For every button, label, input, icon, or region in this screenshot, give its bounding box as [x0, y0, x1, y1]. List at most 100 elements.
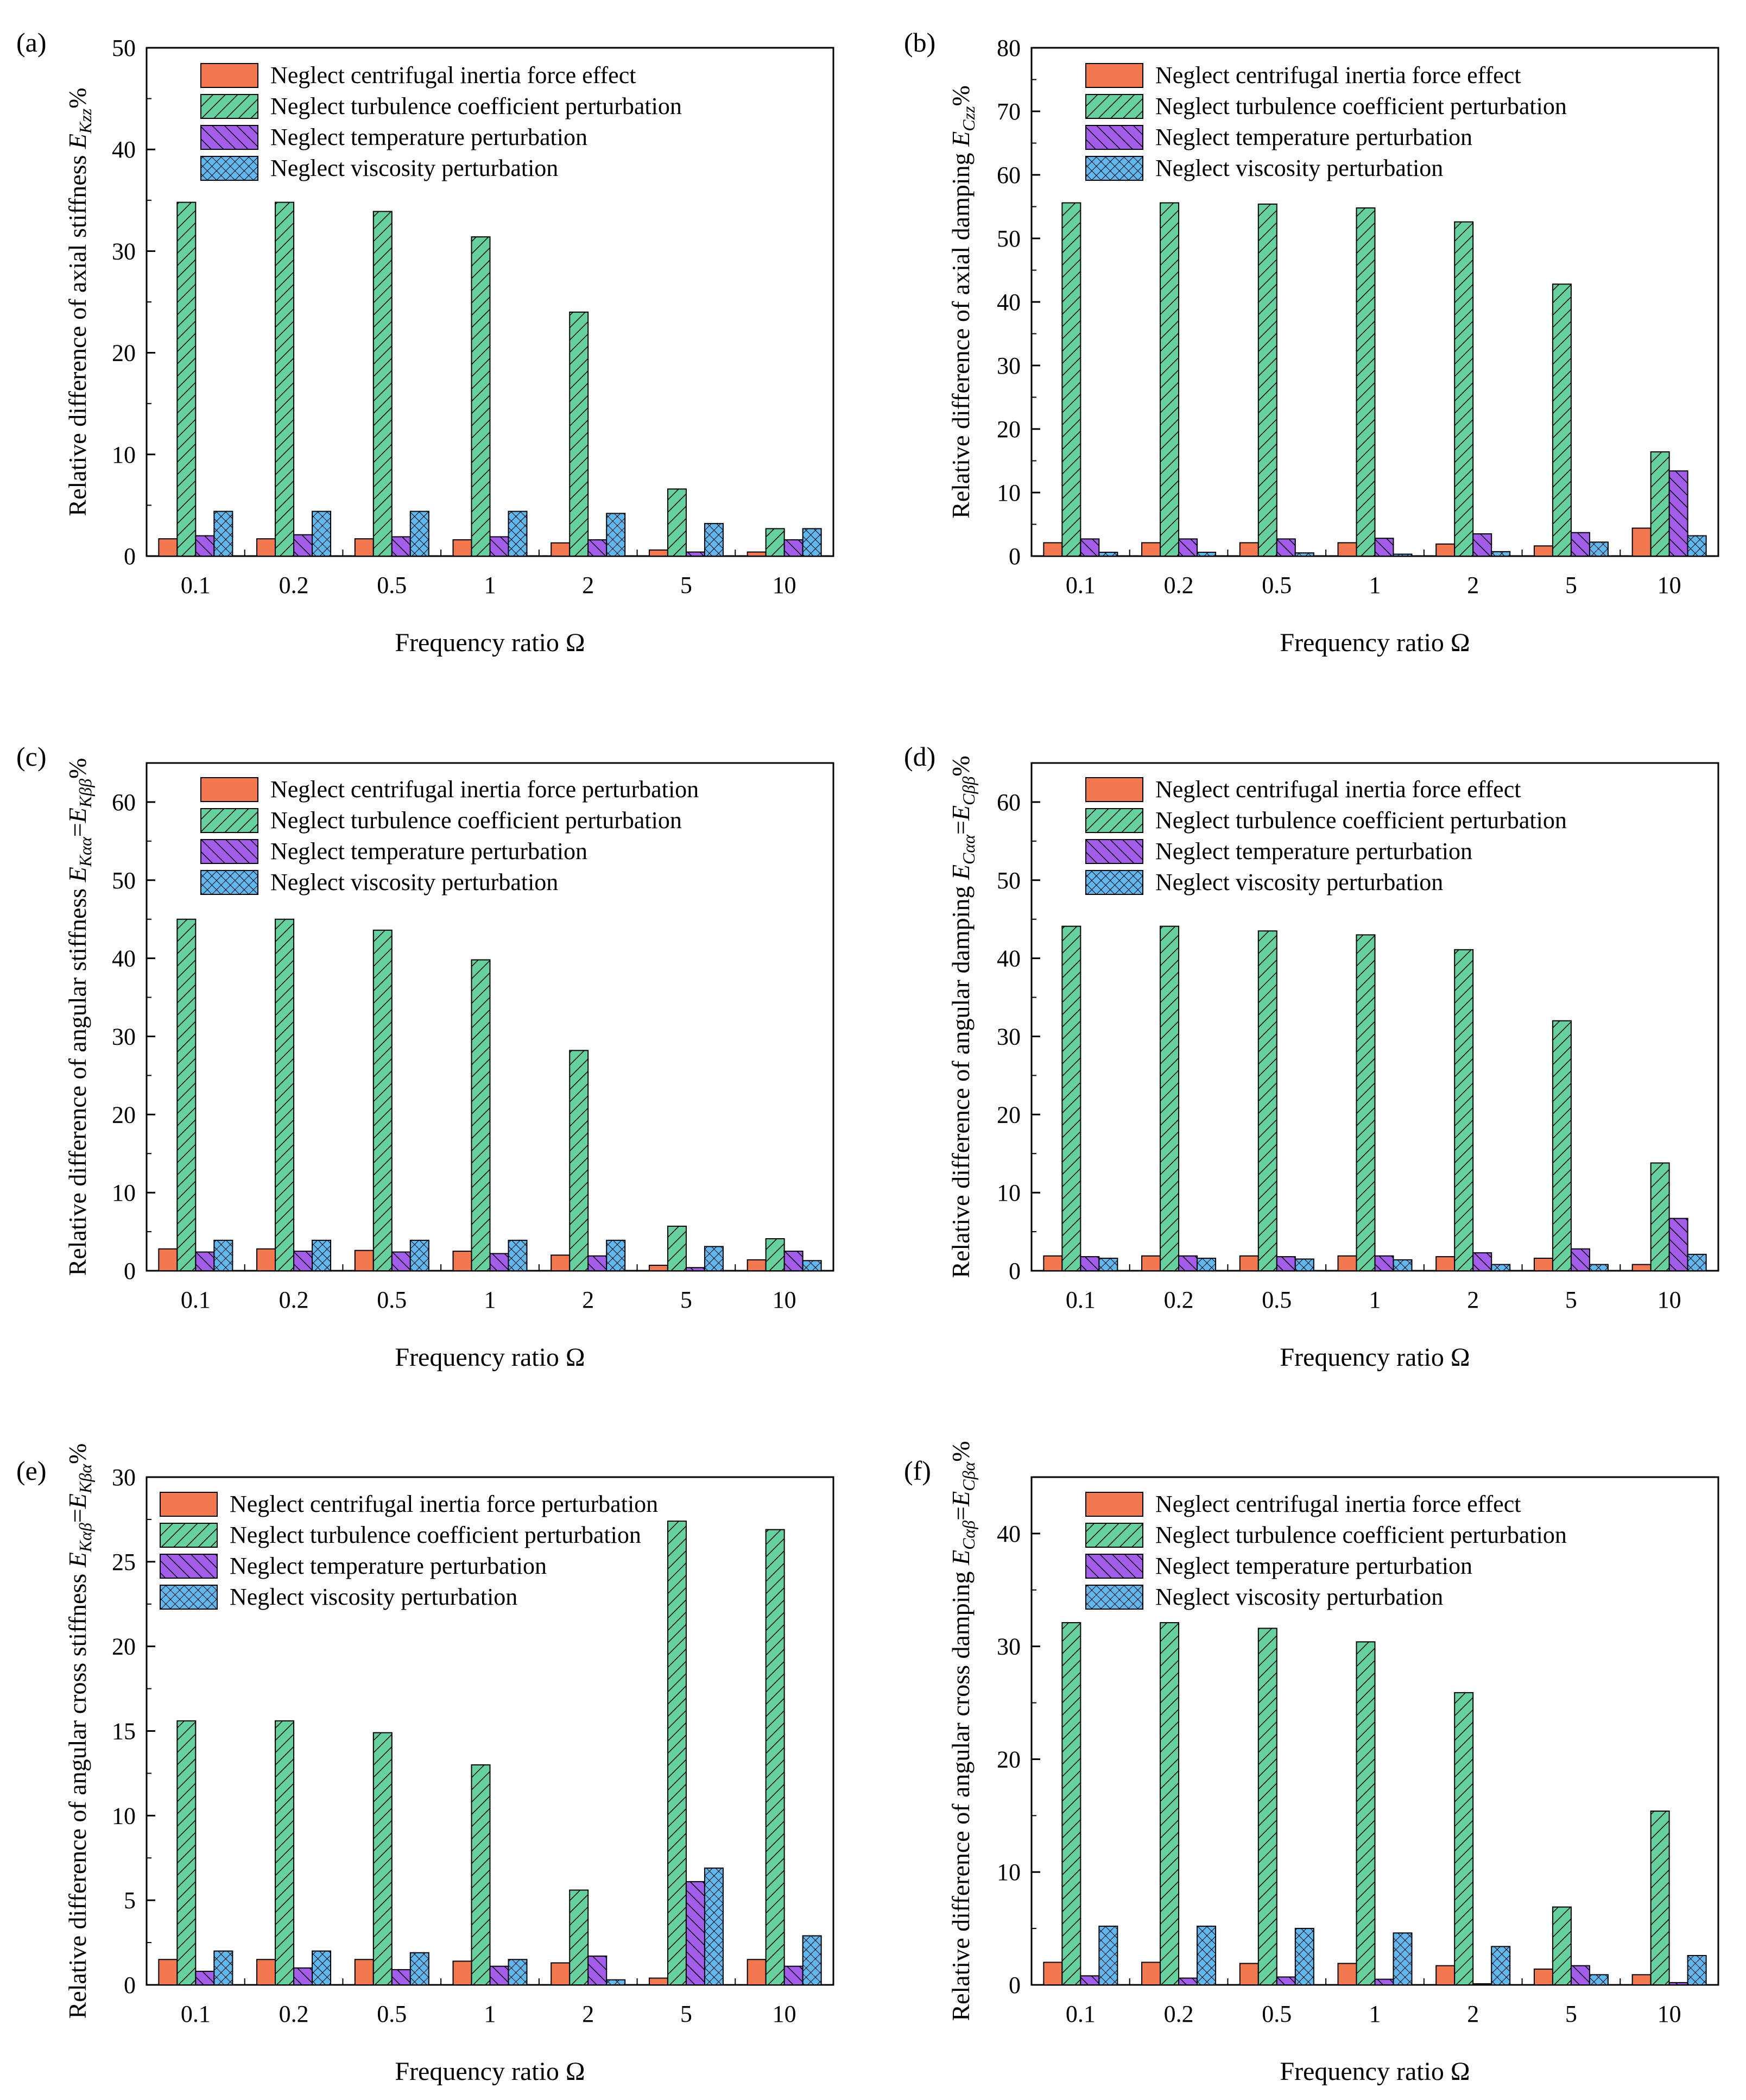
bar-series-3	[1276, 1256, 1296, 1271]
x-tick-label: 5	[1565, 1287, 1577, 1313]
bar-series-2	[1160, 1622, 1180, 1986]
legend-label-1: Neglect centrifugal inertia force pertur…	[270, 776, 699, 803]
bar-series-4	[312, 510, 332, 557]
bar-series-1	[1141, 1962, 1161, 1985]
bar-series-2	[1454, 949, 1474, 1272]
bar-series-1	[551, 1962, 571, 1986]
bar-series-1	[1337, 1255, 1357, 1271]
bar-series-2	[1454, 221, 1474, 557]
bar-series-1	[1239, 542, 1259, 557]
bar-series-4	[213, 510, 233, 557]
bar-series-1	[354, 538, 374, 557]
bar-series-2	[1650, 451, 1670, 557]
bar-series-3	[1472, 533, 1492, 557]
legend-swatch-2	[1085, 808, 1143, 833]
bar-series-3	[1080, 538, 1100, 557]
bar-series-1	[158, 538, 178, 557]
bar-series-4	[1491, 1264, 1511, 1271]
legend-label-3: Neglect temperature perturbation	[270, 124, 587, 150]
bar-series-4	[802, 1935, 822, 1986]
legend-label-4: Neglect viscosity perturbation	[270, 869, 558, 896]
y-tick-label: 10	[112, 442, 136, 468]
bar-series-2	[275, 1720, 295, 1986]
bar-series-1	[747, 551, 767, 557]
legend-swatch-4	[160, 1585, 218, 1610]
legend-label-2: Neglect turbulence coefficient perturbat…	[1155, 93, 1567, 119]
bar-series-3	[685, 1267, 705, 1271]
bar-series-4	[312, 1950, 332, 1986]
bar-series-4	[1197, 1257, 1217, 1272]
x-tick-label: 5	[680, 2001, 692, 2027]
bar-series-3	[391, 536, 411, 557]
bar-series-4	[704, 1867, 724, 1985]
bar-series-3	[489, 1253, 509, 1271]
bar-series-4	[1491, 551, 1511, 557]
bar-series-4	[312, 1239, 332, 1271]
x-tick-label: 0.1	[181, 1287, 211, 1313]
x-tick-label: 10	[1658, 1287, 1681, 1313]
legend-swatch-2	[200, 94, 258, 119]
x-tick-label: 0.2	[1164, 572, 1194, 598]
bar-series-2	[569, 311, 589, 557]
bar-series-3	[1668, 1982, 1688, 1986]
bar-series-4	[1687, 1954, 1707, 1986]
y-tick-label: 50	[997, 225, 1021, 252]
bar-series-3	[1472, 1252, 1492, 1271]
x-tick-label: 0.2	[279, 2001, 309, 2027]
x-axis-title: Frequency ratio Ω	[1280, 2057, 1470, 2086]
x-tick-label: 0.1	[1066, 572, 1096, 598]
y-tick-label: 10	[112, 1180, 136, 1206]
y-tick-label: 10	[997, 1180, 1021, 1206]
panel-a: 0 10 20 30 40 50 0.1 0.2 0.5 1 2 5 10 (a) Frequency ra…	[16, 27, 834, 657]
bar-series-1	[256, 1959, 276, 1985]
x-tick-label: 0.1	[1066, 1287, 1096, 1313]
bar-series-3	[391, 1969, 411, 1985]
bar-series-1	[1337, 542, 1357, 557]
y-tick-label: 20	[997, 1746, 1021, 1773]
legend-swatch-3	[1085, 1554, 1143, 1579]
bar-series-1	[1043, 1255, 1063, 1271]
legend-swatch-3	[200, 125, 258, 150]
y-tick-label: 20	[112, 340, 136, 367]
x-tick-label: 1	[1369, 2001, 1381, 2027]
x-tick-label: 0.5	[377, 1287, 407, 1313]
bar-series-4	[704, 523, 724, 557]
y-tick-label: 25	[112, 1549, 136, 1575]
bar-series-4	[508, 1959, 528, 1985]
bar-series-3	[489, 536, 509, 557]
legend-swatch-4	[200, 156, 258, 181]
bar-series-2	[1454, 1692, 1474, 1985]
bar-series-1	[1435, 543, 1456, 557]
legend-label-1: Neglect centrifugal inertia force pertur…	[230, 1491, 658, 1517]
panel-b: 0 10 20 30 40 50 60 70 80 0.1 0.2 0.5 1 2 5 10 (b) Freque…	[904, 27, 1719, 657]
bar-series-2	[667, 1521, 687, 1986]
bar-series-3	[1178, 538, 1198, 557]
y-axis-title: Relative difference of axial stiffness E…	[64, 87, 95, 516]
y-tick-label: 50	[112, 867, 136, 894]
legend-label-4: Neglect viscosity perturbation	[1155, 869, 1443, 896]
x-tick-label: 1	[484, 572, 496, 598]
y-tick-label: 30	[997, 1023, 1021, 1050]
bar-series-3	[1178, 1977, 1198, 1986]
y-tick-label: 30	[997, 1634, 1021, 1660]
bar-series-4	[1393, 1259, 1413, 1272]
legend-swatch-1	[200, 63, 258, 88]
bar-series-4	[213, 1950, 233, 1986]
y-tick-label: 40	[997, 1521, 1021, 1547]
bar-series-4	[1098, 551, 1118, 557]
y-tick-label: 60	[997, 162, 1021, 188]
legend-swatch-4	[1085, 156, 1143, 181]
bar-series-2	[1257, 930, 1277, 1272]
bar-series-4	[213, 1239, 233, 1271]
bar-series-3	[1276, 1976, 1296, 1986]
y-tick-label: 60	[997, 789, 1021, 816]
panel-d: 0 10 20 30 40 50 60 0.1 0.2 0.5 1 2 5 10 (d) Frequency …	[904, 741, 1719, 1372]
bar-series-3	[1374, 538, 1394, 557]
y-tick-label: 0	[124, 1258, 136, 1284]
legend-swatch-4	[1085, 1585, 1143, 1610]
x-tick-label: 2	[582, 2001, 594, 2027]
y-tick-label: 30	[112, 238, 136, 264]
y-tick-label: 20	[112, 1634, 136, 1660]
bar-series-1	[1337, 1963, 1357, 1985]
legend-label-4: Neglect viscosity perturbation	[1155, 1584, 1443, 1610]
